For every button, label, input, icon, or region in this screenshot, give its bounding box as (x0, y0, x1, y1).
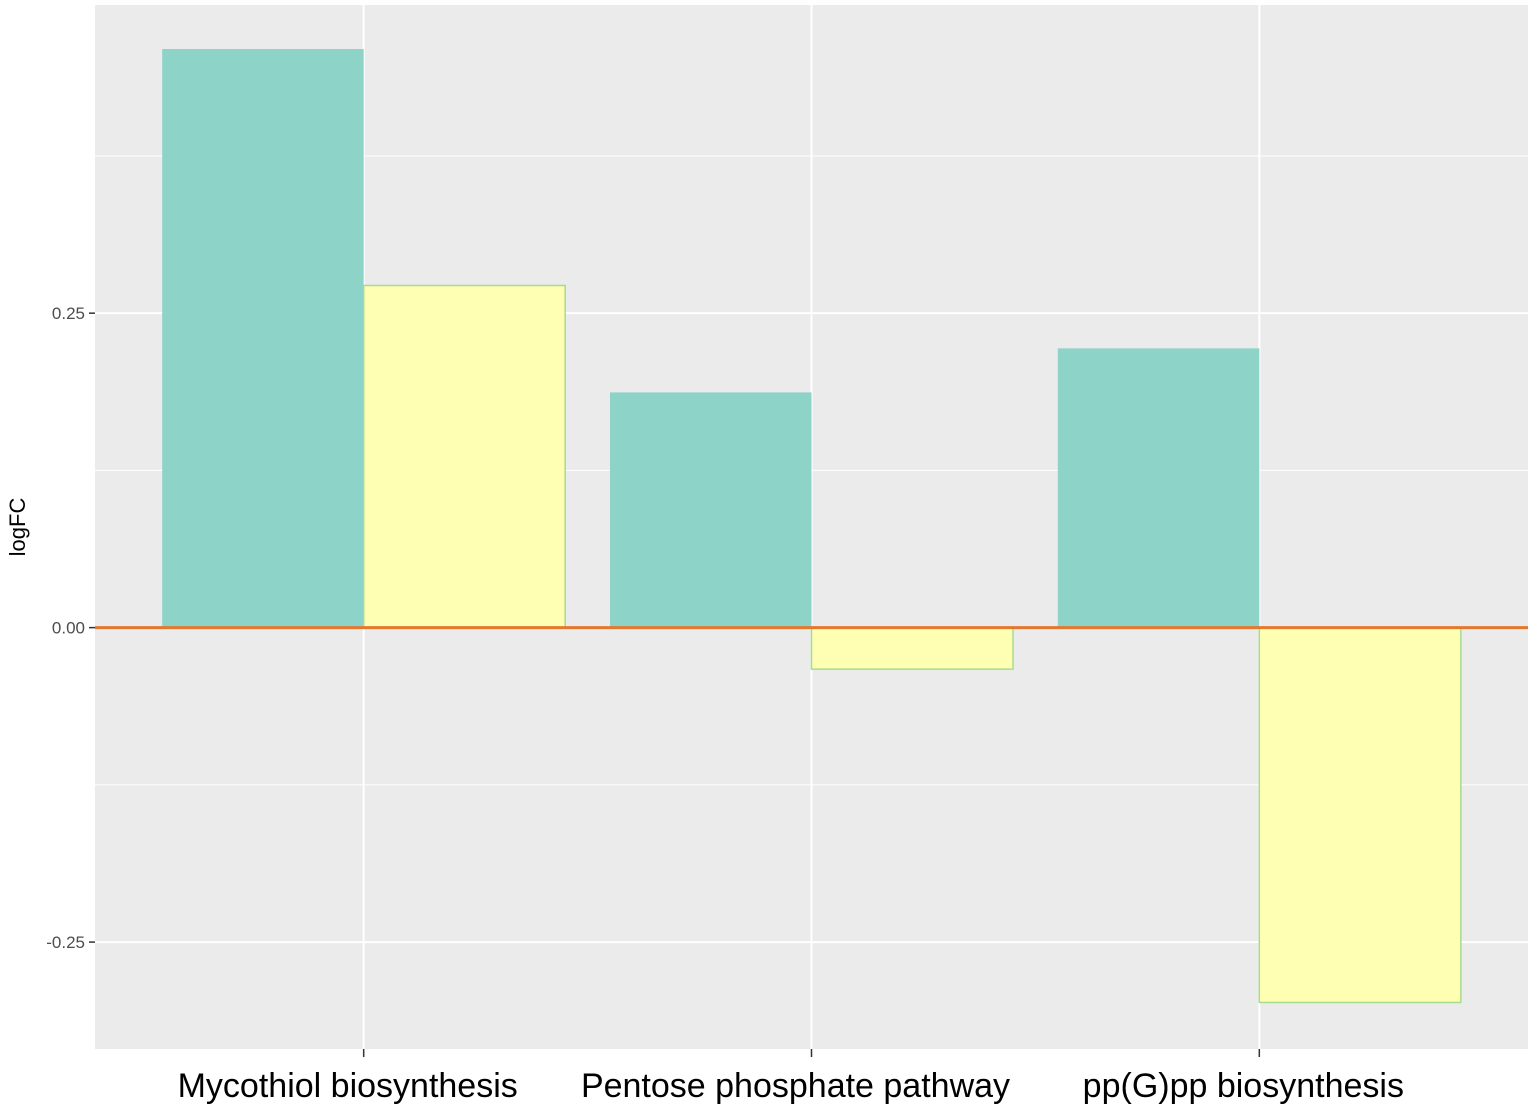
bar-series1-1 (162, 49, 364, 628)
x-axis-ticks: Mycothiol biosynthesis Pentose phosphate … (178, 1049, 1404, 1105)
bar-series1-3 (1057, 348, 1260, 628)
y-axis-title: logFC (5, 498, 30, 557)
x-tick-label: Pentose phosphate pathway (581, 1067, 1010, 1105)
bars (162, 49, 1462, 1004)
bar-series2-3 (1258, 626, 1462, 1004)
x-tick-label: pp(G)pp biosynthesis (1083, 1067, 1404, 1105)
bar-series2-1 (362, 284, 566, 629)
y-axis-ticks: -0.25 0.00 0.25 (46, 304, 95, 952)
bar-series2-2 (810, 626, 1014, 670)
y-tick-label: 0.25 (52, 304, 85, 323)
y-tick-label: 0.00 (52, 619, 85, 638)
bar-series1-2 (609, 392, 812, 628)
x-tick-label: Mycothiol biosynthesis (178, 1067, 518, 1105)
y-tick-label: -0.25 (46, 933, 85, 952)
